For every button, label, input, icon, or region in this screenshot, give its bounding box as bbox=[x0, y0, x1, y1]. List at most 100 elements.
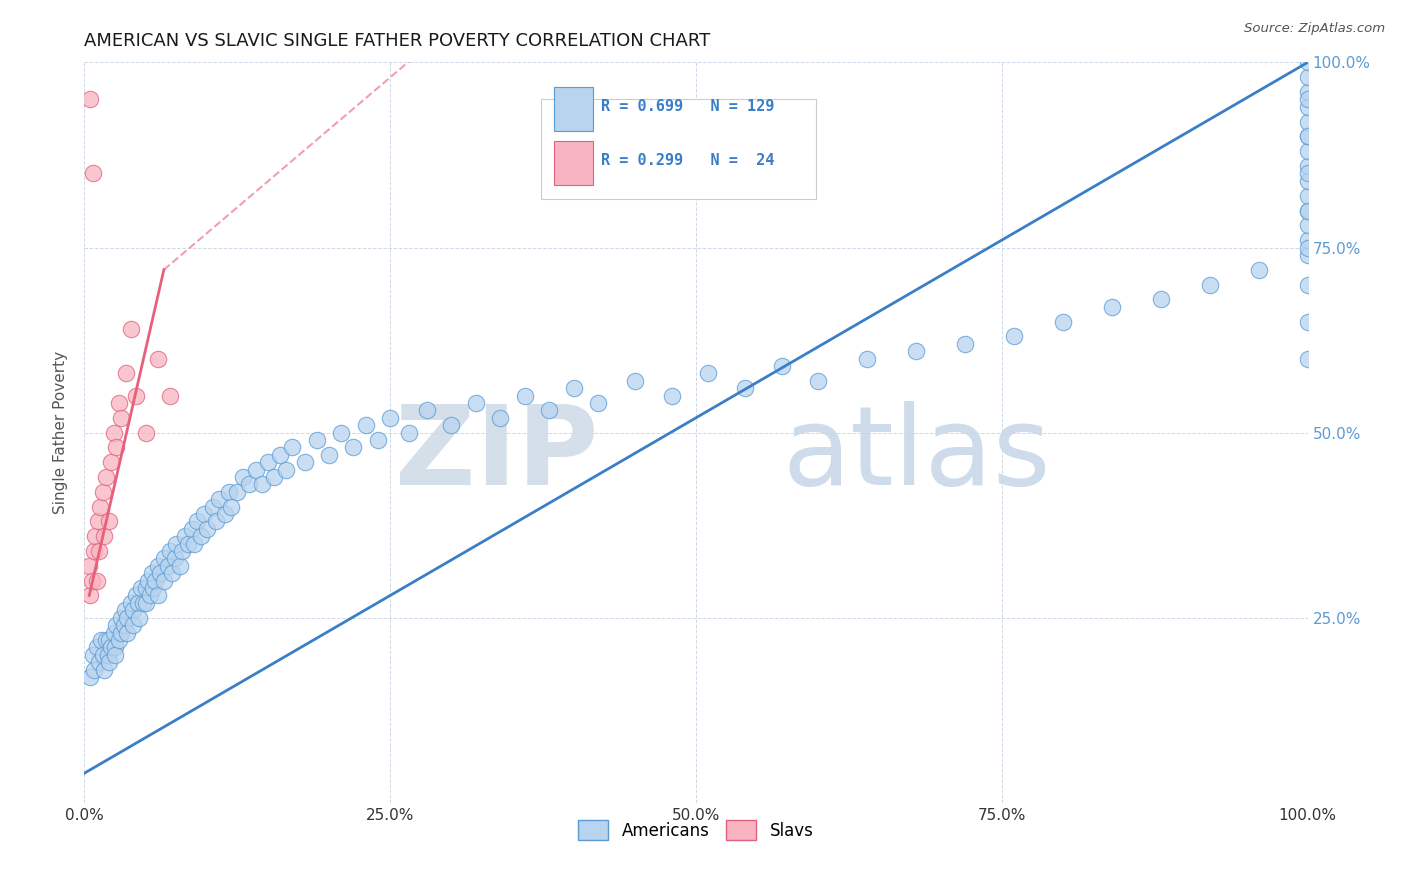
Point bbox=[132, 596, 155, 610]
Point bbox=[91, 648, 114, 662]
Point bbox=[1296, 129, 1319, 144]
Text: R = 0.299   N =  24: R = 0.299 N = 24 bbox=[600, 153, 773, 169]
Point bbox=[91, 484, 114, 499]
Point bbox=[115, 367, 138, 381]
Point bbox=[195, 522, 218, 536]
Point bbox=[1296, 219, 1319, 233]
Point bbox=[149, 566, 172, 581]
Point bbox=[1296, 203, 1319, 218]
Point bbox=[1052, 314, 1074, 328]
Point bbox=[1101, 300, 1123, 314]
Point bbox=[1296, 145, 1319, 159]
Point bbox=[105, 618, 128, 632]
Point bbox=[153, 551, 176, 566]
Point bbox=[135, 581, 157, 595]
Point bbox=[97, 515, 120, 529]
Point bbox=[139, 589, 162, 603]
Point bbox=[135, 425, 157, 440]
Point bbox=[1296, 114, 1319, 128]
Point bbox=[305, 433, 328, 447]
Point bbox=[87, 655, 110, 669]
Point bbox=[114, 603, 136, 617]
Y-axis label: Single Father Poverty: Single Father Poverty bbox=[53, 351, 69, 514]
Point bbox=[1296, 240, 1319, 255]
Point bbox=[624, 374, 647, 388]
Point bbox=[112, 618, 135, 632]
Text: atlas: atlas bbox=[782, 401, 1050, 508]
Point bbox=[125, 388, 148, 402]
Point bbox=[86, 640, 108, 655]
FancyBboxPatch shape bbox=[554, 87, 593, 130]
Point bbox=[90, 632, 112, 647]
Point bbox=[97, 632, 120, 647]
Point bbox=[77, 558, 100, 573]
Point bbox=[165, 536, 187, 550]
Point bbox=[122, 603, 145, 617]
Point bbox=[96, 470, 118, 484]
Point bbox=[1296, 233, 1319, 247]
Point bbox=[110, 410, 132, 425]
Point bbox=[1296, 85, 1319, 99]
Point bbox=[83, 663, 105, 677]
Point bbox=[398, 425, 420, 440]
Point bbox=[128, 610, 150, 624]
Point bbox=[110, 610, 132, 624]
Point bbox=[245, 462, 267, 476]
Point bbox=[127, 596, 149, 610]
Point bbox=[205, 515, 228, 529]
Point bbox=[294, 455, 316, 469]
Point bbox=[807, 374, 830, 388]
Text: AMERICAN VS SLAVIC SINGLE FATHER POVERTY CORRELATION CHART: AMERICAN VS SLAVIC SINGLE FATHER POVERTY… bbox=[84, 32, 710, 50]
Point bbox=[159, 388, 181, 402]
Point bbox=[135, 596, 157, 610]
Point bbox=[183, 536, 205, 550]
Point bbox=[661, 388, 683, 402]
Point bbox=[1002, 329, 1025, 343]
Point bbox=[1296, 100, 1319, 114]
Point bbox=[201, 500, 224, 514]
Point bbox=[120, 596, 142, 610]
Legend: Americans, Slavs: Americans, Slavs bbox=[572, 814, 820, 847]
Point bbox=[342, 441, 364, 455]
Point bbox=[1296, 159, 1319, 173]
Point bbox=[214, 507, 236, 521]
Point bbox=[1247, 262, 1270, 277]
Point bbox=[169, 558, 191, 573]
Point bbox=[193, 507, 215, 521]
Point bbox=[219, 500, 242, 514]
Point bbox=[110, 625, 132, 640]
Point bbox=[250, 477, 273, 491]
Point bbox=[697, 367, 720, 381]
Point bbox=[276, 462, 298, 476]
Point bbox=[905, 344, 928, 359]
Point bbox=[232, 470, 254, 484]
Point bbox=[162, 566, 184, 581]
Point bbox=[734, 381, 756, 395]
Point bbox=[153, 574, 176, 588]
Point bbox=[330, 425, 353, 440]
Point bbox=[79, 670, 101, 684]
Point bbox=[86, 574, 108, 588]
Point bbox=[120, 322, 142, 336]
Point bbox=[87, 515, 110, 529]
Point bbox=[367, 433, 389, 447]
Point bbox=[105, 441, 128, 455]
Point bbox=[1296, 248, 1319, 262]
Point bbox=[79, 589, 101, 603]
Point bbox=[115, 625, 138, 640]
FancyBboxPatch shape bbox=[554, 141, 593, 185]
Point bbox=[79, 92, 101, 106]
Point bbox=[380, 410, 402, 425]
Point bbox=[1296, 188, 1319, 202]
Point bbox=[84, 529, 107, 543]
Point bbox=[440, 418, 463, 433]
Point bbox=[181, 522, 204, 536]
Point bbox=[770, 359, 793, 373]
Point bbox=[257, 455, 280, 469]
Point bbox=[100, 640, 122, 655]
Point bbox=[103, 425, 125, 440]
Point bbox=[129, 581, 152, 595]
Point bbox=[354, 418, 377, 433]
Point bbox=[953, 336, 976, 351]
Point bbox=[163, 551, 186, 566]
